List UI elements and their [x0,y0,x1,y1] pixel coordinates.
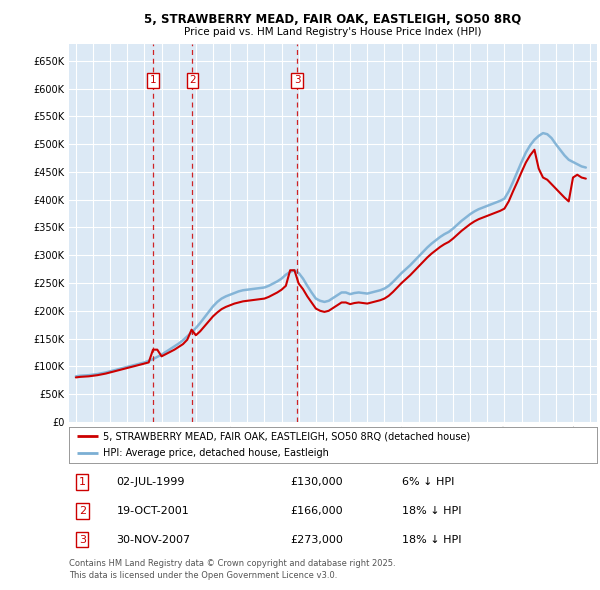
Text: 18% ↓ HPI: 18% ↓ HPI [401,506,461,516]
Text: 19-OCT-2001: 19-OCT-2001 [116,506,189,516]
Text: 2: 2 [189,76,196,86]
Text: £130,000: £130,000 [291,477,343,487]
Text: 1: 1 [79,477,86,487]
Text: 6% ↓ HPI: 6% ↓ HPI [401,477,454,487]
Text: This data is licensed under the Open Government Licence v3.0.: This data is licensed under the Open Gov… [69,571,337,579]
Text: Price paid vs. HM Land Registry's House Price Index (HPI): Price paid vs. HM Land Registry's House … [184,27,482,37]
Text: HPI: Average price, detached house, Eastleigh: HPI: Average price, detached house, East… [103,448,329,458]
Text: £166,000: £166,000 [291,506,343,516]
Text: 18% ↓ HPI: 18% ↓ HPI [401,535,461,545]
Text: 3: 3 [79,535,86,545]
Text: 02-JUL-1999: 02-JUL-1999 [116,477,185,487]
Text: £273,000: £273,000 [291,535,344,545]
Text: 30-NOV-2007: 30-NOV-2007 [116,535,191,545]
Text: 2: 2 [79,506,86,516]
Text: Contains HM Land Registry data © Crown copyright and database right 2025.: Contains HM Land Registry data © Crown c… [69,559,395,568]
Text: 1: 1 [149,76,157,86]
Text: 5, STRAWBERRY MEAD, FAIR OAK, EASTLEIGH, SO50 8RQ: 5, STRAWBERRY MEAD, FAIR OAK, EASTLEIGH,… [145,13,521,26]
Text: 5, STRAWBERRY MEAD, FAIR OAK, EASTLEIGH, SO50 8RQ (detached house): 5, STRAWBERRY MEAD, FAIR OAK, EASTLEIGH,… [103,431,470,441]
Text: 3: 3 [293,76,301,86]
